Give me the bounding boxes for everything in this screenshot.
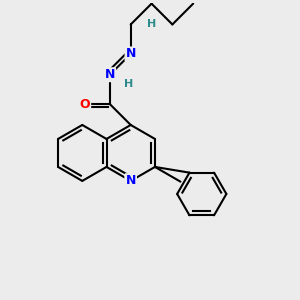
Text: N: N <box>125 174 136 188</box>
Text: N: N <box>105 68 115 81</box>
Text: H: H <box>147 20 156 29</box>
Text: N: N <box>125 47 136 60</box>
Text: O: O <box>80 98 90 111</box>
Text: H: H <box>124 79 134 88</box>
Text: N: N <box>125 174 136 188</box>
